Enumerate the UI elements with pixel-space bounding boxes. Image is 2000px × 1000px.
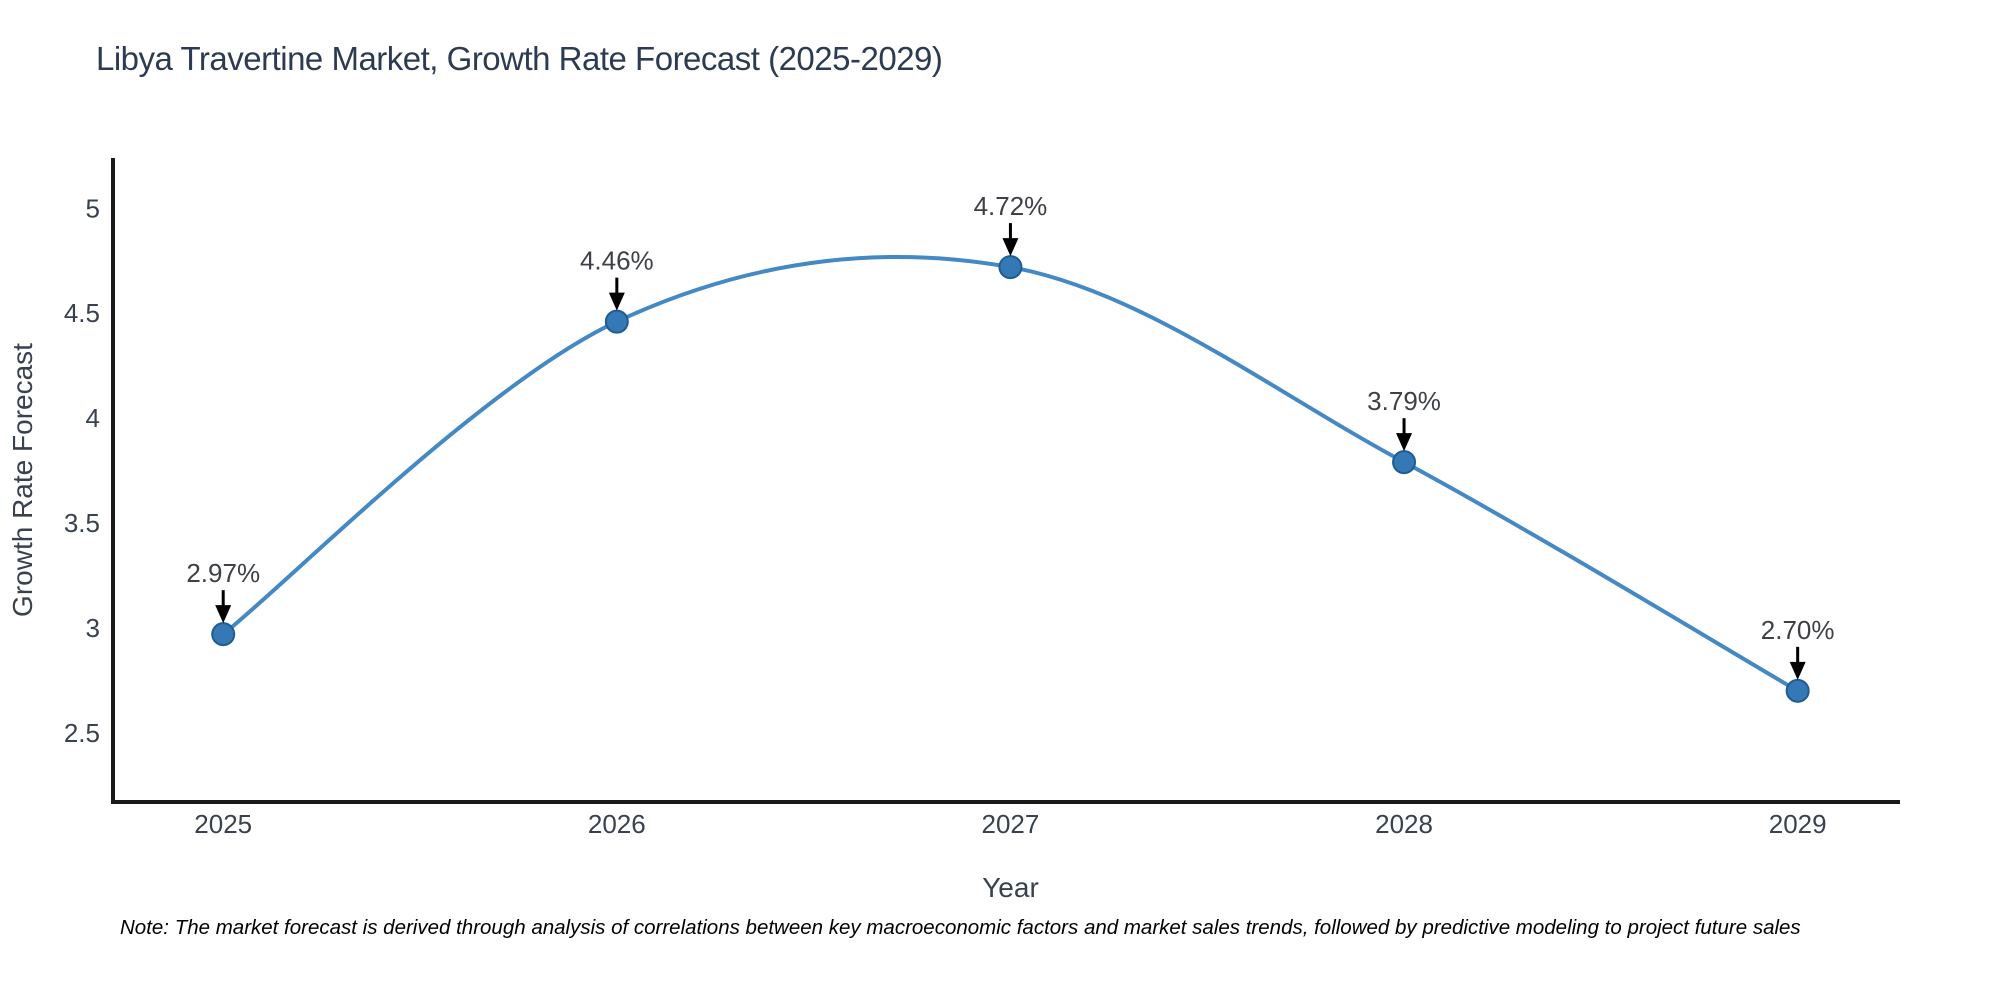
data-point-marker	[1785, 678, 1810, 703]
x-tick-label: 2029	[1769, 809, 1827, 839]
data-point-marker	[998, 255, 1023, 280]
annotation-arrowhead	[1396, 433, 1413, 452]
data-point-label: 4.72%	[974, 191, 1048, 221]
x-tick-label: 2027	[982, 809, 1040, 839]
x-axis-title: Year	[982, 872, 1039, 903]
footnote: Note: The market forecast is derived thr…	[120, 916, 1801, 939]
annotation-arrowhead	[608, 292, 625, 311]
x-tick-label: 2028	[1375, 809, 1433, 839]
x-tick-label: 2026	[588, 809, 646, 839]
data-point-marker	[211, 622, 236, 647]
y-tick-label: 5	[86, 193, 100, 223]
data-point-label: 3.79%	[1367, 386, 1441, 416]
data-point-label: 2.70%	[1761, 615, 1835, 645]
data-point-marker	[604, 309, 629, 334]
x-tick-label: 2025	[194, 809, 252, 839]
y-axis-title: Growth Rate Forecast	[7, 343, 38, 617]
chart-title: Libya Travertine Market, Growth Rate For…	[96, 40, 943, 77]
y-tick-label: 3	[86, 613, 100, 643]
y-tick-label: 4.5	[64, 298, 100, 328]
y-tick-label: 3.5	[64, 508, 100, 538]
annotation-arrowhead	[1789, 661, 1806, 680]
y-tick-label: 2.5	[64, 718, 100, 748]
data-point-marker	[1392, 450, 1417, 475]
annotation-arrowhead	[1002, 238, 1019, 257]
series-line	[221, 254, 1800, 693]
y-tick-label: 4	[86, 403, 100, 433]
data-point-label: 2.97%	[186, 558, 260, 588]
annotation-arrowhead	[215, 605, 232, 624]
data-point-label: 4.46%	[580, 246, 654, 276]
